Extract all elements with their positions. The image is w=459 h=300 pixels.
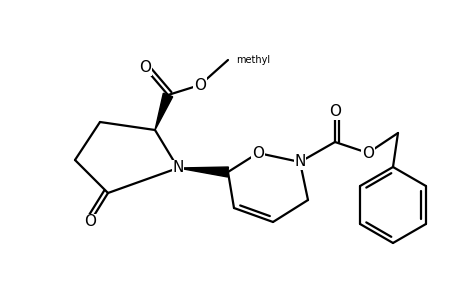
Polygon shape xyxy=(155,93,172,130)
Text: O: O xyxy=(139,61,151,76)
Text: N: N xyxy=(172,160,183,175)
Text: O: O xyxy=(194,77,206,92)
Text: O: O xyxy=(328,104,340,119)
Text: N: N xyxy=(294,154,305,169)
Polygon shape xyxy=(178,167,228,177)
Text: O: O xyxy=(361,146,373,160)
Text: O: O xyxy=(252,146,263,160)
Text: methyl: methyl xyxy=(235,55,269,65)
Text: O: O xyxy=(84,214,96,230)
